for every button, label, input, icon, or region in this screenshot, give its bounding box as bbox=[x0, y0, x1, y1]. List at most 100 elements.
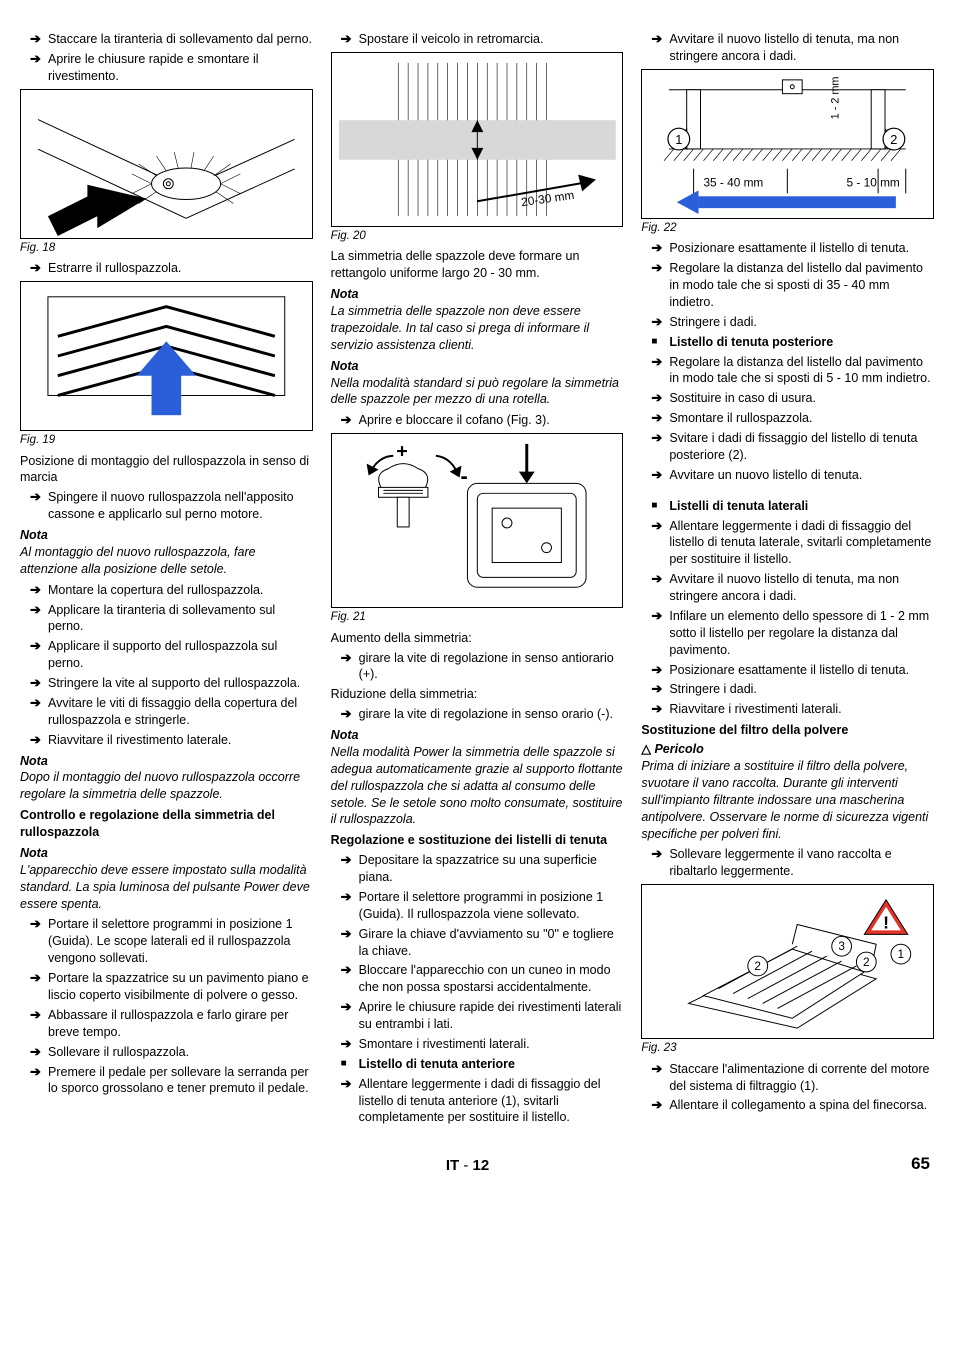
text: Applicare la tiranteria di sollevamento … bbox=[48, 602, 313, 636]
arrow-icon: ➔ bbox=[341, 852, 359, 869]
arrow-icon: ➔ bbox=[30, 695, 48, 712]
list-item: ➔Staccare l'alimentazione di corrente de… bbox=[651, 1061, 934, 1095]
list-item: ➔Bloccare l'apparecchio con un cuneo in … bbox=[341, 962, 624, 996]
fig22-left-label: 35 - 40 mm bbox=[704, 175, 764, 189]
callout-1: 1 bbox=[676, 132, 683, 147]
arrow-icon: ➔ bbox=[341, 999, 359, 1016]
svg-text:2: 2 bbox=[755, 959, 762, 973]
text: Abbassare il rullospazzola e farlo girar… bbox=[48, 1007, 313, 1041]
figure-22: 1 2 1 - 2 mm 35 - 40 mm 5 - 10 mm bbox=[641, 69, 934, 219]
svg-text:+: + bbox=[396, 441, 408, 463]
svg-text:1: 1 bbox=[898, 947, 905, 961]
lang-code: IT bbox=[446, 1157, 459, 1174]
arrow-icon: ➔ bbox=[651, 390, 669, 407]
note-heading: Nota bbox=[331, 358, 624, 375]
text: Staccare l'alimentazione di corrente del… bbox=[669, 1061, 934, 1095]
list-item: ➔Allentare il collegamento a spina del f… bbox=[651, 1097, 934, 1114]
text: Stringere i dadi. bbox=[669, 314, 934, 331]
fig22-top-label: 1 - 2 mm bbox=[830, 76, 842, 119]
list-item: ➔Premere il pedale per sollevare la serr… bbox=[30, 1064, 313, 1098]
arrow-icon: ➔ bbox=[341, 706, 359, 723]
square-icon: ■ bbox=[341, 1056, 359, 1072]
callout-2: 2 bbox=[891, 132, 898, 147]
footer-center: IT - 12 bbox=[446, 1156, 489, 1176]
arrow-icon: ➔ bbox=[30, 916, 48, 933]
arrow-icon: ➔ bbox=[30, 732, 48, 749]
list-item: ➔girare la vite di regolazione in senso … bbox=[341, 706, 624, 723]
text: Stringere la vite al supporto del rullos… bbox=[48, 675, 313, 692]
inner-page: 12 bbox=[473, 1157, 490, 1174]
text: Posizionare esattamente il listello di t… bbox=[669, 240, 934, 257]
arrow-icon: ➔ bbox=[341, 1036, 359, 1053]
list-item: ➔Aprire e bloccare il cofano (Fig. 3). bbox=[341, 412, 624, 429]
arrow-icon: ➔ bbox=[341, 962, 359, 979]
note-body: La simmetria delle spazzole non deve ess… bbox=[331, 303, 624, 354]
arrow-icon: ➔ bbox=[30, 638, 48, 655]
text: Avvitare le viti di fissaggio della cope… bbox=[48, 695, 313, 729]
list-item: ➔Avvitare il nuovo listello di tenuta, m… bbox=[651, 571, 934, 605]
text: Bloccare l'apparecchio con un cuneo in m… bbox=[359, 962, 624, 996]
text: Smontare il rullospazzola. bbox=[669, 410, 934, 427]
fig22-right-label: 5 - 10 mm bbox=[847, 175, 900, 189]
subheading: Controllo e regolazione della simmetria … bbox=[20, 807, 313, 841]
square-icon: ■ bbox=[651, 498, 669, 514]
svg-text:!: ! bbox=[883, 913, 889, 933]
arrow-icon: ➔ bbox=[341, 926, 359, 943]
arrow-icon: ➔ bbox=[30, 31, 48, 48]
arrow-icon: ➔ bbox=[651, 410, 669, 427]
list-item: ➔Avvitare le viti di fissaggio della cop… bbox=[30, 695, 313, 729]
text: Sollevare leggermente il vano raccolta e… bbox=[669, 846, 934, 880]
arrow-icon: ➔ bbox=[651, 681, 669, 698]
arrow-icon: ➔ bbox=[651, 571, 669, 588]
list-item: ➔Sollevare leggermente il vano raccolta … bbox=[651, 846, 934, 880]
arrow-icon: ➔ bbox=[341, 889, 359, 906]
list-item: ➔Portare il selettore programmi in posiz… bbox=[30, 916, 313, 967]
text: Applicare il supporto del rullospazzola … bbox=[48, 638, 313, 672]
fig-caption-18: Fig. 18 bbox=[20, 241, 313, 257]
arrow-icon: ➔ bbox=[651, 240, 669, 257]
text: La simmetria delle spazzole deve formare… bbox=[331, 248, 624, 282]
arrow-icon: ➔ bbox=[651, 354, 669, 371]
note-body: Nella modalità standard si può regolare … bbox=[331, 375, 624, 409]
list-item: ➔Smontare i rivestimenti laterali. bbox=[341, 1036, 624, 1053]
arrow-icon: ➔ bbox=[651, 430, 669, 447]
subheading: Sostituzione del filtro della polvere bbox=[641, 722, 934, 739]
list-item: ➔Montare la copertura del rullospazzola. bbox=[30, 582, 313, 599]
svg-text:3: 3 bbox=[839, 939, 846, 953]
text: Montare la copertura del rullospazzola. bbox=[48, 582, 313, 599]
list-item: ➔Stringere i dadi. bbox=[651, 314, 934, 331]
figure-19 bbox=[20, 281, 313, 431]
list-item: ➔Infilare un elemento dello spessore di … bbox=[651, 608, 934, 659]
text: Avvitare il nuovo listello di tenuta, ma… bbox=[669, 31, 934, 65]
dash: - bbox=[459, 1157, 472, 1174]
text: Pericolo bbox=[654, 742, 703, 756]
list-item: ➔Sostituire in caso di usura. bbox=[651, 390, 934, 407]
text: Allentare il collegamento a spina del fi… bbox=[669, 1097, 934, 1114]
arrow-icon: ➔ bbox=[30, 51, 48, 68]
list-item-square: ■Listello di tenuta anteriore bbox=[341, 1056, 624, 1073]
list-item: ➔girare la vite di regolazione in senso … bbox=[341, 650, 624, 684]
text: Aprire le chiusure rapide e smontare il … bbox=[48, 51, 313, 85]
column-2: ➔Spostare il veicolo in retromarcia. bbox=[331, 28, 624, 1129]
fig-caption-23: Fig. 23 bbox=[641, 1041, 934, 1057]
list-item: ➔Smontare il rullospazzola. bbox=[651, 410, 934, 427]
text: Posizione di montaggio del rullospazzola… bbox=[20, 453, 313, 487]
warning-icon: △ bbox=[641, 742, 651, 756]
arrow-icon: ➔ bbox=[651, 662, 669, 679]
fig-caption-19: Fig. 19 bbox=[20, 433, 313, 449]
text: Infilare un elemento dello spessore di 1… bbox=[669, 608, 934, 659]
list-item-square: ■Listello di tenuta posteriore bbox=[651, 334, 934, 351]
arrow-icon: ➔ bbox=[341, 1076, 359, 1093]
fig-caption-22: Fig. 22 bbox=[641, 221, 934, 237]
list-item: ➔Spostare il veicolo in retromarcia. bbox=[341, 31, 624, 48]
figure-21: + - bbox=[331, 433, 624, 608]
list-item: ➔Riavvitare i rivestimenti laterali. bbox=[651, 701, 934, 718]
note-heading: Nota bbox=[20, 845, 313, 862]
list-item: ➔Aprire le chiusure rapide dei rivestime… bbox=[341, 999, 624, 1033]
text: Depositare la spazzatrice su una superfi… bbox=[359, 852, 624, 886]
list-item: ➔Avvitare il nuovo listello di tenuta, m… bbox=[651, 31, 934, 65]
arrow-icon: ➔ bbox=[341, 650, 359, 667]
fig20-label: 20-30 mm bbox=[520, 188, 575, 209]
text: Riduzione della simmetria: bbox=[331, 686, 624, 703]
list-item: ➔Applicare il supporto del rullospazzola… bbox=[30, 638, 313, 672]
